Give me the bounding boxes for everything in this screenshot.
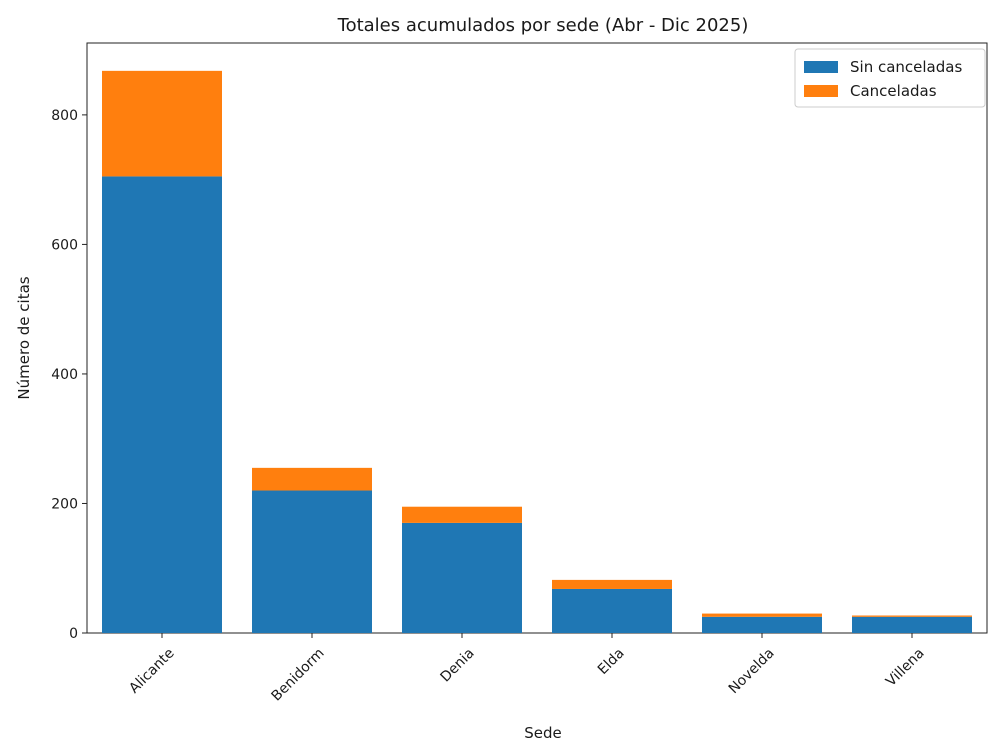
- plot-frame: [86, 42, 988, 634]
- y-tick-label: 0: [69, 626, 78, 642]
- legend-swatch: [804, 61, 838, 73]
- chart-title: Totales acumulados por sede (Abr - Dic 2…: [337, 15, 749, 36]
- bar-sin-canceladas-alicante: [102, 176, 222, 634]
- bar-sin-canceladas-novelda: [702, 616, 822, 633]
- y-axis-label: Número de citas: [15, 276, 33, 399]
- bar-canceladas-benidorm: [252, 467, 372, 491]
- legend-swatch: [804, 85, 838, 97]
- bar-sin-canceladas-villena: [852, 616, 972, 633]
- y-tick-label: 800: [51, 108, 78, 124]
- y-tick-label: 600: [51, 237, 78, 253]
- x-tick-label: Novelda: [726, 645, 778, 697]
- y-axis: 0 200 400 600 800: [51, 108, 87, 642]
- x-tick-label: Denia: [437, 645, 477, 685]
- x-axis: Alicante Benidorm Denia Elda Novelda Villena: [126, 633, 928, 704]
- plot-area: [86, 42, 988, 634]
- bar-sin-canceladas-denia: [402, 522, 522, 633]
- x-tick-label: Villena: [883, 645, 928, 690]
- legend: Sin canceladas Canceladas: [794, 48, 986, 108]
- bar-canceladas-alicante: [102, 70, 222, 177]
- y-tick-label: 400: [51, 367, 78, 383]
- bar-canceladas-elda: [552, 579, 672, 589]
- y-tick-label: 200: [51, 496, 78, 512]
- legend-label: Sin canceladas: [850, 58, 962, 76]
- x-tick-label: Alicante: [126, 645, 177, 696]
- legend-label: Canceladas: [850, 82, 937, 100]
- bar-canceladas-novelda: [702, 613, 822, 617]
- x-axis-label: Sede: [524, 724, 562, 742]
- legend-box: [794, 48, 986, 108]
- bar-canceladas-villena: [852, 615, 972, 617]
- bar-sin-canceladas-benidorm: [252, 490, 372, 633]
- bar-sin-canceladas-elda: [552, 588, 672, 633]
- bar-canceladas-denia: [402, 506, 522, 523]
- x-tick-label: Benidorm: [269, 645, 328, 704]
- x-tick-label: Elda: [595, 645, 628, 678]
